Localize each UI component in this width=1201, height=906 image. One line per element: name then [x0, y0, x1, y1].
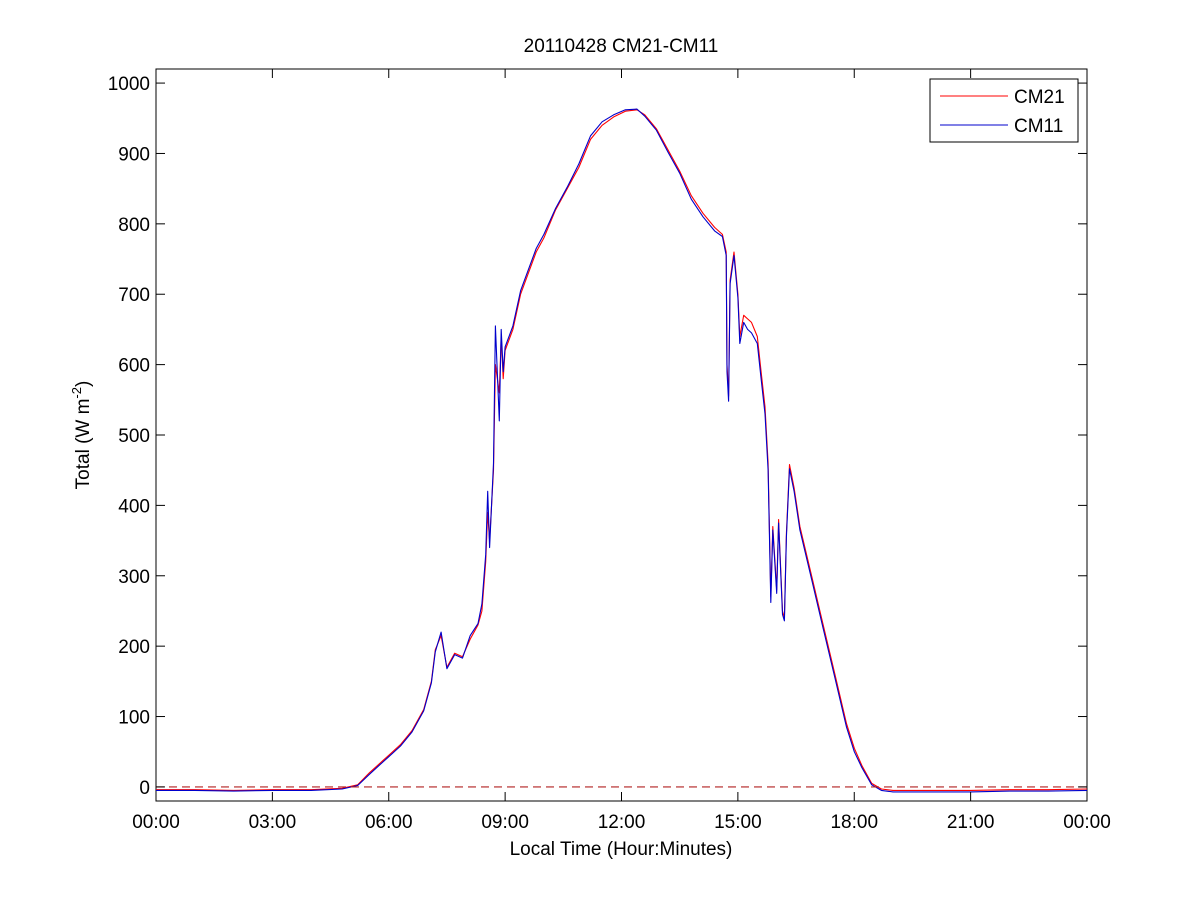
x-tick-label: 06:00 [365, 812, 413, 833]
x-tick-label: 12:00 [598, 812, 646, 833]
y-tick-label: 200 [118, 637, 150, 658]
y-tick-label: 500 [118, 426, 150, 447]
y-axis-label: Total (W m-2) [69, 381, 94, 490]
legend-box [929, 78, 1079, 143]
x-tick-label: 15:00 [714, 812, 762, 833]
x-tick-label: 18:00 [830, 812, 878, 833]
y-tick-label: 1000 [108, 74, 150, 95]
legend-label-cm21: CM21 [1014, 87, 1065, 108]
legend-label-cm11: CM11 [1014, 116, 1063, 137]
series-line-cm11 [156, 108, 1088, 793]
x-axis-label: Local Time (Hour:Minutes) [510, 839, 733, 860]
legend: CM21 CM11 [929, 78, 1079, 143]
y-tick-label: 0 [139, 778, 150, 799]
y-tick-label: 400 [118, 496, 150, 517]
y-tick-label: 700 [118, 285, 150, 306]
y-axis-label-close: ) [73, 381, 94, 387]
x-axis-ticks: 00:00 03:00 06:00 09:00 12:00 15:00 18:00 21:00… [132, 69, 1111, 833]
x-tick-label: 00:00 [1063, 812, 1111, 833]
y-axis-label-exponent: -2 [69, 387, 84, 399]
axes-box [155, 68, 1088, 802]
y-tick-label: 600 [118, 356, 150, 377]
plot-area [155, 68, 1088, 802]
x-tick-label: 03:00 [249, 812, 297, 833]
y-axis-ticks: 0 100 200 300 400 500 600 700 800 900 1000 [108, 74, 1087, 799]
y-tick-label: 300 [118, 567, 150, 588]
x-tick-label: 00:00 [132, 812, 180, 833]
chart-title: 20110428 CM21-CM11 [524, 36, 719, 57]
y-tick-label: 800 [118, 215, 150, 236]
series-layer [156, 108, 1088, 793]
x-tick-label: 21:00 [947, 812, 995, 833]
x-tick-label: 09:00 [481, 812, 529, 833]
y-tick-label: 900 [118, 144, 150, 165]
y-axis-label-main: Total (W m [73, 399, 94, 490]
y-tick-label: 100 [118, 708, 150, 729]
